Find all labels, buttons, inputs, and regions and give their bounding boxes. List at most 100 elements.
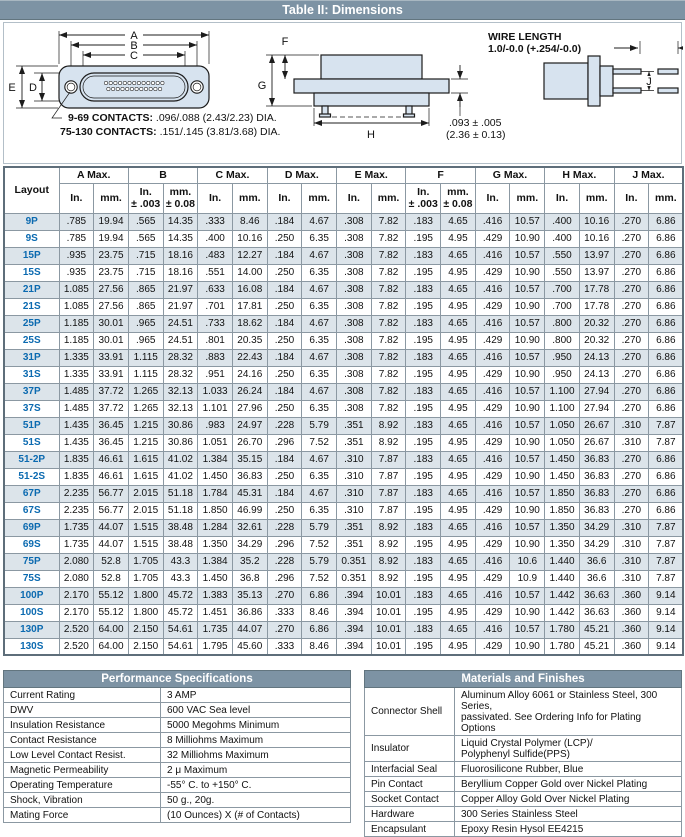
table-row: 37S 1.485 37.72 1.265 32.13 1.101 27.96.250 6.3…: [3, 399, 684, 418]
value-cell: 1.784: [197, 484, 233, 503]
value-cell: .228: [266, 518, 303, 537]
value-cell: 2.170: [58, 603, 95, 622]
value-cell: 1.780: [544, 620, 580, 639]
value-cell: .270: [613, 246, 650, 265]
value-cell: 44.07: [93, 535, 129, 554]
value-cell: 4.95: [440, 603, 476, 622]
table-row: 130S 2.520 64.00 2.150 54.61 1.795 45.60.333 8.…: [3, 637, 684, 656]
value-cell: .394: [336, 637, 372, 656]
value-cell: .250: [266, 399, 303, 418]
table-row: 15P .935 23.75.715 18.16.483 12.27.184 4.67.3…: [3, 246, 684, 265]
value-cell: .183: [405, 450, 442, 469]
value-cell: 10.57: [509, 586, 546, 605]
spec-row: Insulation Resistance 5000 Megohms Minimu…: [3, 717, 351, 733]
value-cell: .394: [336, 603, 372, 622]
layout-cell: 69S: [3, 535, 60, 554]
value-cell: 1.185: [58, 314, 95, 333]
table-row: 9P .785 19.94.565 14.35.333 8.46.184 4.67.308…: [3, 212, 684, 231]
connector-end-view: WIRE LENGTH 1.0/-0.0 (+.254/-0.0) J: [488, 31, 685, 107]
value-cell: .183: [405, 518, 442, 537]
value-cell: 4.65: [440, 280, 476, 299]
value-cell: 19.94: [93, 229, 129, 248]
value-cell: 7.87: [370, 501, 407, 520]
value-cell: 6.86: [648, 229, 684, 248]
table-row: 100S 2.170 55.12 1.800 45.72 1.451 36.86.333 8.…: [3, 603, 684, 622]
value-cell: 17.81: [231, 297, 268, 316]
spec-row: Socket Contact Copper Alloy Gold Over Nic…: [364, 791, 682, 807]
spec-row: Magnetic Permeability 2 μ Maximum: [3, 762, 351, 778]
value-cell: 64.00: [93, 637, 129, 656]
value-cell: 14.00: [231, 263, 268, 282]
value-cell: 56.77: [93, 484, 129, 503]
value-cell: 1.265: [127, 399, 164, 418]
value-cell: .333: [266, 603, 303, 622]
dimension-drawing-panel: A B C E D 9-69 CONTACTS: .096/.088 (2.43…: [3, 22, 685, 164]
layout-cell: 9S: [3, 229, 60, 248]
layout-cell: 21P: [3, 280, 60, 299]
value-cell: .550: [544, 246, 580, 265]
spec-value: Beryllium Copper Gold over Nickel Platin…: [454, 776, 682, 792]
table-row: 67P 2.235 56.77 2.015 51.18 1.784 45.31.184 4.6…: [3, 484, 684, 503]
value-cell: 13.97: [578, 263, 615, 282]
value-cell: 21.97: [162, 280, 199, 299]
value-cell: .310: [336, 484, 372, 503]
value-cell: 9.14: [648, 586, 684, 605]
value-cell: .951: [197, 365, 233, 384]
value-cell: .184: [266, 314, 303, 333]
value-cell: 17.78: [578, 297, 615, 316]
value-cell: 10.01: [370, 586, 407, 605]
spec-value: Epoxy Resin Hysol EE4215: [454, 821, 682, 837]
spec-value: 2 μ Maximum: [160, 762, 351, 778]
value-cell: .183: [405, 246, 442, 265]
connector-front-view: A B C E D 9-69 CONTACTS: .096/.088 (2.43…: [8, 29, 280, 138]
value-cell: .483: [197, 246, 233, 265]
spec-label: Insulator: [364, 735, 455, 762]
value-cell: .184: [266, 280, 303, 299]
spec-value: Aluminum Alloy 6061 or Stainless Steel, …: [454, 687, 682, 736]
spec-value: -55° C. to +150° C.: [160, 777, 351, 793]
layout-cell: 9P: [3, 212, 60, 231]
value-cell: 44.07: [231, 620, 268, 639]
column-subheader: mm.: [93, 182, 129, 214]
value-cell: .715: [127, 263, 164, 282]
spec-label: Insulation Resistance: [3, 717, 161, 733]
value-cell: .715: [127, 246, 164, 265]
column-subheader: mm. ± 0.08: [440, 182, 476, 214]
value-cell: 24.13: [578, 348, 615, 367]
value-cell: .429: [474, 263, 511, 282]
layout-cell: 67P: [3, 484, 60, 503]
value-cell: .183: [405, 348, 442, 367]
value-cell: 18.62: [231, 314, 268, 333]
spec-value: Fluorosilicone Rubber, Blue: [454, 761, 682, 777]
value-cell: 10.57: [509, 484, 546, 503]
value-cell: .429: [474, 467, 511, 486]
value-cell: .416: [474, 518, 511, 537]
value-cell: 32.13: [162, 399, 199, 418]
value-cell: 4.95: [440, 433, 476, 452]
value-cell: .310: [336, 450, 372, 469]
value-cell: 7.87: [370, 450, 407, 469]
value-cell: 1.442: [544, 586, 580, 605]
spec-row: Pin Contact Beryllium Copper Gold over Ni…: [364, 776, 682, 792]
dimensions-table: Layout A Max. B C Max. D Max. E Max. F G Max. H…: [3, 166, 685, 656]
value-cell: 45.72: [162, 603, 199, 622]
value-cell: .950: [544, 365, 580, 384]
value-cell: .183: [405, 552, 442, 571]
spec-row: Mating Force (10 Ounces) X (# of Contacts…: [3, 807, 351, 823]
table-row: 31P 1.335 33.91 1.115 28.32.883 22.43.184 4.67…: [3, 348, 684, 367]
value-cell: .308: [336, 382, 372, 401]
value-cell: .250: [266, 263, 303, 282]
value-cell: .308: [336, 263, 372, 282]
value-cell: 1.485: [58, 382, 95, 401]
value-cell: 18.16: [162, 263, 199, 282]
value-cell: 6.86: [648, 331, 684, 350]
value-cell: 7.82: [370, 246, 407, 265]
value-cell: .416: [474, 382, 511, 401]
value-cell: 1.185: [58, 331, 95, 350]
value-cell: .270: [613, 331, 650, 350]
layout-cell: 130S: [3, 637, 60, 656]
value-cell: 10.57: [509, 280, 546, 299]
value-cell: .800: [544, 331, 580, 350]
value-cell: .195: [405, 229, 442, 248]
value-cell: 30.86: [162, 433, 199, 452]
